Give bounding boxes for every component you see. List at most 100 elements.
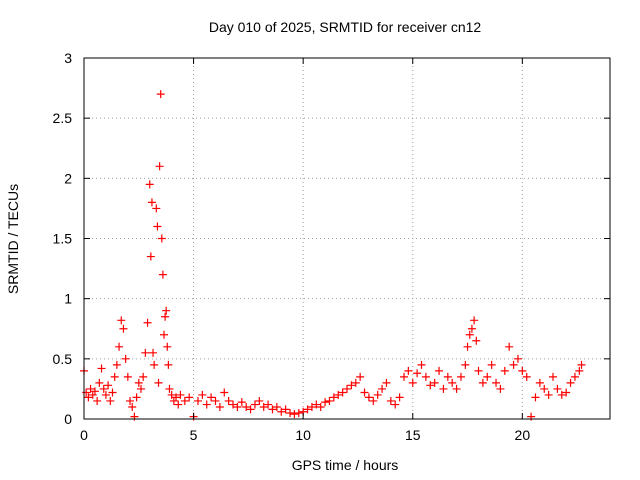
data-point bbox=[121, 354, 130, 363]
data-point bbox=[575, 366, 584, 375]
data-point bbox=[439, 384, 448, 393]
y-tick-label: 0.5 bbox=[53, 351, 73, 367]
data-point bbox=[146, 252, 155, 261]
data-point bbox=[211, 396, 220, 405]
data-point bbox=[268, 405, 277, 414]
data-point bbox=[90, 387, 99, 396]
data-point bbox=[343, 384, 351, 393]
data-point bbox=[474, 366, 483, 375]
data-point bbox=[518, 366, 527, 375]
data-point bbox=[255, 396, 264, 405]
data-point bbox=[478, 378, 487, 387]
data-point bbox=[198, 390, 207, 399]
data-point bbox=[373, 390, 382, 399]
data-point bbox=[277, 407, 286, 416]
data-point bbox=[126, 396, 135, 405]
data-point bbox=[246, 405, 255, 414]
data-point bbox=[399, 372, 408, 381]
data-point bbox=[101, 390, 110, 399]
data-point bbox=[338, 388, 347, 397]
data-point bbox=[417, 360, 426, 369]
data-point bbox=[356, 372, 365, 381]
data-point bbox=[286, 408, 295, 417]
data-point bbox=[522, 372, 531, 381]
data-point bbox=[157, 234, 166, 243]
data-point bbox=[483, 372, 492, 381]
data-point bbox=[143, 318, 152, 327]
data-point bbox=[224, 396, 233, 405]
data-point bbox=[112, 360, 121, 369]
data-point bbox=[86, 384, 95, 393]
y-tick-label: 1 bbox=[64, 291, 72, 307]
data-point bbox=[106, 396, 115, 405]
data-point bbox=[329, 393, 338, 402]
x-axis-label: GPS time / hours bbox=[292, 457, 399, 473]
data-point bbox=[535, 378, 544, 387]
data-point bbox=[448, 378, 457, 387]
data-point bbox=[570, 372, 579, 381]
data-point bbox=[281, 405, 290, 414]
data-point bbox=[386, 396, 395, 405]
data-point bbox=[202, 400, 211, 409]
x-tick-label: 0 bbox=[80, 427, 88, 443]
data-point bbox=[193, 396, 202, 405]
data-point bbox=[562, 388, 571, 397]
chart-title: Day 010 of 2025, SRMTID for receiver cn1… bbox=[209, 19, 482, 35]
data-point bbox=[463, 342, 472, 351]
data-point bbox=[513, 354, 522, 363]
data-point bbox=[264, 400, 273, 409]
data-point bbox=[229, 400, 238, 409]
data-point bbox=[470, 316, 479, 325]
data-point bbox=[395, 393, 404, 402]
y-tick-label: 0 bbox=[64, 411, 72, 427]
y-tick-label: 1.5 bbox=[53, 231, 73, 247]
data-point bbox=[391, 400, 400, 409]
data-point bbox=[207, 393, 216, 402]
data-point bbox=[97, 364, 106, 373]
data-point bbox=[154, 378, 163, 387]
data-point bbox=[549, 372, 558, 381]
data-point bbox=[132, 393, 141, 402]
data-point bbox=[162, 306, 171, 315]
data-point bbox=[452, 384, 461, 393]
data-point bbox=[421, 372, 430, 381]
data-point bbox=[540, 384, 549, 393]
data-point bbox=[110, 372, 119, 381]
data-point bbox=[272, 402, 281, 411]
data-point bbox=[316, 402, 325, 411]
data-point bbox=[242, 402, 251, 411]
y-axis-label: SRMTID / TECUs bbox=[5, 184, 21, 294]
data-point bbox=[136, 384, 145, 393]
data-point bbox=[465, 330, 474, 339]
x-tick-label: 15 bbox=[405, 427, 421, 443]
data-point bbox=[472, 336, 481, 345]
data-point bbox=[347, 381, 356, 390]
data-point bbox=[426, 381, 435, 390]
data-point bbox=[95, 378, 104, 387]
data-point bbox=[152, 204, 161, 213]
data-point bbox=[456, 372, 465, 381]
data-point bbox=[408, 378, 417, 387]
data-point bbox=[496, 384, 505, 393]
data-point bbox=[467, 324, 476, 333]
data-point bbox=[128, 402, 137, 411]
data-point bbox=[492, 378, 501, 387]
data-point bbox=[119, 324, 128, 333]
data-point bbox=[577, 360, 586, 369]
data-point bbox=[500, 366, 509, 375]
data-point bbox=[334, 390, 343, 399]
data-point bbox=[544, 390, 553, 399]
data-point bbox=[141, 348, 150, 357]
data-point bbox=[378, 384, 387, 393]
data-point bbox=[321, 398, 330, 407]
data-point bbox=[176, 390, 185, 399]
data-point bbox=[180, 396, 189, 405]
data-point bbox=[156, 90, 165, 99]
data-point bbox=[369, 396, 378, 405]
grid-lines bbox=[84, 58, 610, 419]
data-point bbox=[159, 330, 168, 339]
axis-ticks: 0 5 10 15 20 0 0.5 1 1.5 2 2.5 3 bbox=[53, 50, 610, 443]
data-point bbox=[505, 342, 514, 351]
data-point bbox=[84, 393, 93, 402]
data-point bbox=[163, 342, 172, 351]
